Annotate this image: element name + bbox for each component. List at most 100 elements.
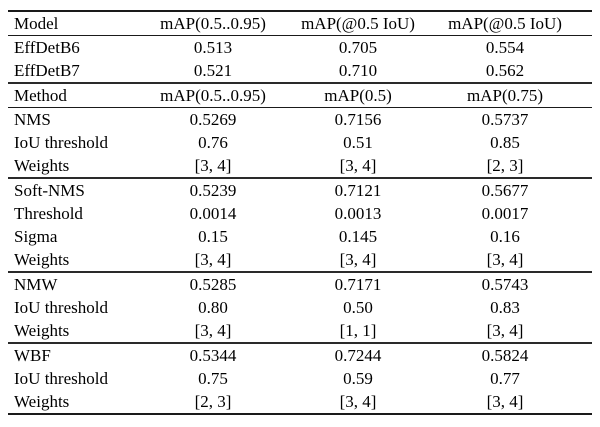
- results-table-container: Model mAP(0.5..0.95) mAP(@0.5 IoU) mAP(@…: [8, 10, 592, 415]
- param-value: [3, 4]: [486, 250, 524, 269]
- metric-value: 0.5737: [433, 107, 577, 131]
- param-value: [3, 4]: [194, 156, 232, 175]
- metric-value: 0.562: [485, 61, 525, 80]
- metric-value: 0.521: [193, 61, 233, 80]
- metric-value: 0.5285: [143, 271, 283, 296]
- param-value: 0.51: [343, 133, 373, 152]
- param-value: 0.145: [338, 227, 378, 246]
- table-row-wbf-iou: IoU threshold 0.75 0.59 0.77: [8, 367, 592, 390]
- spacer-cell: [577, 225, 592, 248]
- table-row-softnms-sigma: Sigma 0.15 0.145 0.16: [8, 225, 592, 248]
- spacer-cell: [577, 82, 592, 108]
- results-table: Model mAP(0.5..0.95) mAP(@0.5 IoU) mAP(@…: [8, 10, 592, 415]
- row-label: IoU threshold: [14, 298, 108, 317]
- param-value: [1, 1]: [339, 321, 377, 340]
- spacer-cell: [577, 271, 592, 296]
- row-label: Threshold: [14, 204, 83, 223]
- table-row-nms-weights: Weights [3, 4] [3, 4] [2, 3]: [8, 154, 592, 178]
- row-label: Soft-NMS: [8, 177, 143, 202]
- column-header-model: Model: [14, 14, 59, 33]
- param-value: [3, 4]: [486, 321, 524, 340]
- metric-value-best: 0.7244: [283, 342, 433, 367]
- metric-value: 0.7171: [283, 271, 433, 296]
- spacer-cell: [577, 296, 592, 319]
- column-header-map-05iou: mAP(@0.5 IoU): [301, 14, 415, 33]
- spacer-cell: [577, 319, 592, 343]
- table-row-effdetb6: EffDetB6 0.513 0.705 0.554: [8, 35, 592, 59]
- spacer-cell: [577, 248, 592, 272]
- metric-value-best: 0.5824: [433, 342, 577, 367]
- table-row-nmw-iou: IoU threshold 0.80 0.50 0.83: [8, 296, 592, 319]
- row-label: WBF: [8, 342, 143, 367]
- column-header-map-05: mAP(0.5): [283, 82, 433, 108]
- table-row-softnms-weights: Weights [3, 4] [3, 4] [3, 4]: [8, 248, 592, 272]
- spacer-cell: [577, 154, 592, 178]
- table-row-wbf: WBF 0.5344 0.7244 0.5824: [8, 342, 592, 367]
- param-value: 0.16: [490, 227, 520, 246]
- metric-value: 0.5677: [433, 177, 577, 202]
- spacer-cell: [577, 59, 592, 83]
- table-row-wbf-weights: Weights [2, 3] [3, 4] [3, 4]: [8, 390, 592, 414]
- spacer-cell: [577, 177, 592, 202]
- table-row-softnms-threshold: Threshold 0.0014 0.0013 0.0017: [8, 202, 592, 225]
- param-value: [3, 4]: [194, 250, 232, 269]
- metric-value: 0.5269: [143, 107, 283, 131]
- row-label: Weights: [14, 156, 70, 175]
- param-value: 0.75: [198, 369, 228, 388]
- row-label: Sigma: [14, 227, 58, 246]
- param-value: [3, 4]: [486, 392, 524, 411]
- column-header-map-05iou-2: mAP(@0.5 IoU): [448, 14, 562, 33]
- param-value: 0.0017: [481, 204, 529, 223]
- spacer-cell: [577, 107, 592, 131]
- metric-value: 0.7156: [283, 107, 433, 131]
- param-value: 0.83: [490, 298, 520, 317]
- row-label: NMS: [8, 107, 143, 131]
- param-value: 0.50: [343, 298, 373, 317]
- spacer-cell: [577, 202, 592, 225]
- metric-value: 0.705: [283, 35, 433, 59]
- table-row-nms-iou: IoU threshold 0.76 0.51 0.85: [8, 131, 592, 154]
- param-value: 0.85: [490, 133, 520, 152]
- param-value: [2, 3]: [486, 156, 524, 175]
- param-value: 0.59: [343, 369, 373, 388]
- row-label: IoU threshold: [14, 369, 108, 388]
- metric-value: 0.5239: [143, 177, 283, 202]
- metric-value-best: 0.5344: [143, 342, 283, 367]
- row-label: Weights: [14, 392, 70, 411]
- table-row-softnms: Soft-NMS 0.5239 0.7121 0.5677: [8, 177, 592, 202]
- column-header-map-range: mAP(0.5..0.95): [160, 14, 266, 33]
- row-label: EffDetB6: [8, 35, 143, 59]
- metric-value: 0.710: [338, 61, 378, 80]
- metric-value: 0.554: [433, 35, 577, 59]
- spacer-cell: [577, 390, 592, 414]
- metric-value: 0.7121: [283, 177, 433, 202]
- row-label: Weights: [14, 250, 70, 269]
- metric-value: 0.513: [143, 35, 283, 59]
- metric-value: 0.5743: [433, 271, 577, 296]
- param-value: [3, 4]: [194, 321, 232, 340]
- spacer-cell: [577, 11, 592, 36]
- param-value: 0.0013: [334, 204, 382, 223]
- table-row-nmw-weights: Weights [3, 4] [1, 1] [3, 4]: [8, 319, 592, 343]
- param-value: [3, 4]: [339, 250, 377, 269]
- row-label: IoU threshold: [14, 133, 108, 152]
- spacer-cell: [577, 367, 592, 390]
- row-label: Weights: [14, 321, 70, 340]
- param-value: [2, 3]: [194, 392, 232, 411]
- param-value: 0.15: [198, 227, 228, 246]
- model-header-row: Model mAP(0.5..0.95) mAP(@0.5 IoU) mAP(@…: [8, 11, 592, 36]
- spacer-cell: [577, 131, 592, 154]
- param-value: [3, 4]: [339, 392, 377, 411]
- param-value: 0.76: [198, 133, 228, 152]
- param-value: 0.80: [198, 298, 228, 317]
- column-header-map-range: mAP(0.5..0.95): [143, 82, 283, 108]
- param-value: [3, 4]: [339, 156, 377, 175]
- spacer-cell: [577, 342, 592, 367]
- row-label: EffDetB7: [14, 61, 80, 80]
- table-row-nmw: NMW 0.5285 0.7171 0.5743: [8, 271, 592, 296]
- column-header-method: Method: [8, 82, 143, 108]
- param-value: 0.77: [490, 369, 520, 388]
- column-header-map-075: mAP(0.75): [433, 82, 577, 108]
- spacer-cell: [577, 35, 592, 59]
- table-row-nms: NMS 0.5269 0.7156 0.5737: [8, 107, 592, 131]
